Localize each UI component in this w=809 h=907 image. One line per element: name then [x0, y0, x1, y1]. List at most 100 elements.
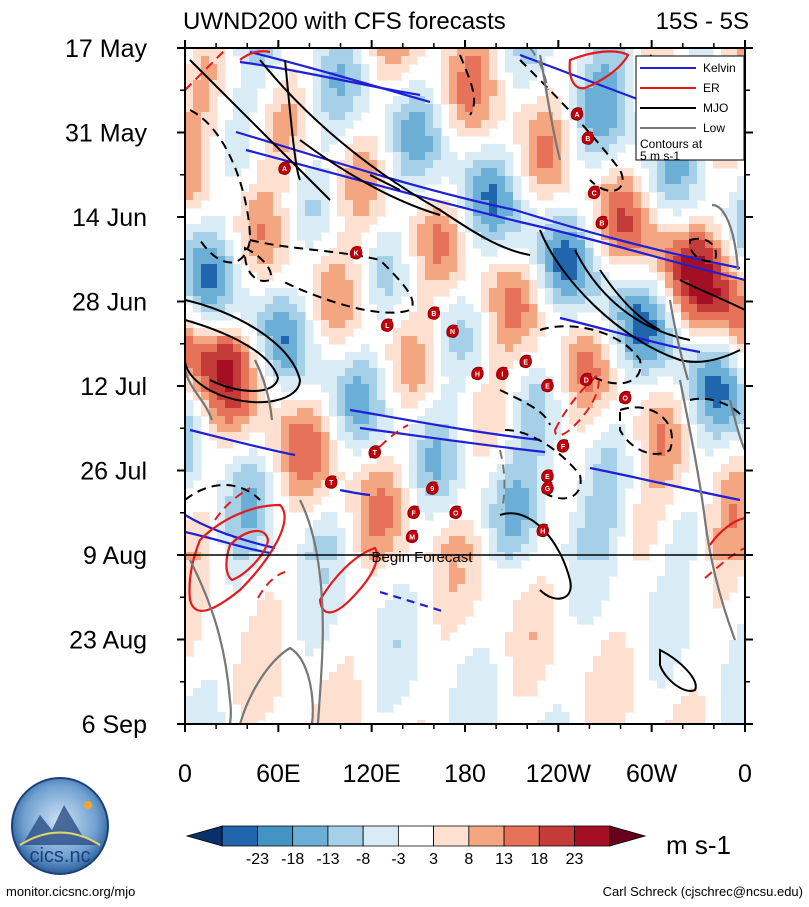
heatmap-cell — [449, 408, 458, 417]
heatmap-cell — [665, 616, 674, 625]
heatmap-cell — [441, 464, 450, 473]
heatmap-cell — [225, 488, 234, 497]
heatmap-cell — [617, 496, 626, 505]
heatmap-cell — [465, 320, 474, 329]
heatmap-cell — [441, 496, 450, 505]
heatmap-cell — [441, 360, 450, 369]
heatmap-cell — [681, 248, 690, 257]
heatmap-cell — [201, 272, 210, 281]
heatmap-cell — [449, 608, 458, 617]
heatmap-cell — [529, 104, 538, 113]
storm-label: T — [373, 450, 378, 457]
x-tick-label: 0 — [738, 760, 752, 788]
heatmap-cell — [425, 408, 434, 417]
heatmap-cell — [193, 224, 202, 233]
heatmap-cell — [513, 528, 522, 537]
heatmap-cell — [737, 536, 745, 545]
heatmap-cell — [225, 400, 234, 409]
heatmap-cell — [529, 664, 538, 673]
heatmap-cell — [217, 368, 226, 377]
heatmap-cell — [489, 72, 498, 81]
heatmap-cell — [313, 712, 322, 721]
heatmap-cell — [217, 496, 226, 505]
heatmap-cell — [321, 136, 330, 145]
heatmap-cell — [729, 352, 738, 361]
heatmap-cell — [417, 376, 426, 385]
heatmap-cell — [249, 712, 258, 721]
heatmap-cell — [489, 352, 498, 361]
heatmap-cell — [513, 520, 522, 529]
heatmap-cell — [737, 528, 745, 537]
colorbar-tick-label: -8 — [356, 851, 370, 868]
heatmap-cell — [345, 96, 354, 105]
heatmap-cell — [545, 88, 554, 97]
heatmap-cell — [729, 568, 738, 577]
heatmap-cell — [577, 136, 586, 145]
heatmap-cell — [529, 512, 538, 521]
heatmap-cell — [225, 128, 234, 137]
heatmap-cell — [465, 48, 474, 57]
heatmap-cell — [217, 480, 226, 489]
heatmap-cell — [393, 296, 402, 305]
heatmap-cell — [353, 56, 362, 65]
heatmap-cell — [393, 624, 402, 633]
heatmap-cell — [497, 376, 506, 385]
heatmap-cell — [473, 400, 482, 409]
heatmap-cell — [257, 488, 266, 497]
heatmap-cell — [665, 344, 674, 353]
heatmap-cell — [689, 688, 698, 697]
heatmap-cell — [505, 456, 514, 465]
heatmap-cell — [561, 144, 570, 153]
heatmap-cell — [561, 128, 570, 137]
heatmap-cell — [361, 472, 370, 481]
heatmap-cell — [393, 136, 402, 145]
heatmap-cell — [425, 272, 434, 281]
heatmap-cell — [297, 424, 306, 433]
heatmap-cell — [193, 232, 202, 241]
heatmap-cell — [313, 112, 322, 121]
heatmap-cell — [273, 464, 282, 473]
heatmap-cell — [681, 560, 690, 569]
heatmap-cell — [289, 344, 298, 353]
heatmap-cell — [449, 480, 458, 489]
heatmap-cell — [513, 408, 522, 417]
heatmap-cell — [649, 48, 658, 57]
heatmap-cell — [657, 176, 666, 185]
heatmap-cell — [561, 272, 570, 281]
heatmap-cell — [569, 584, 578, 593]
heatmap-cell — [593, 456, 602, 465]
storm-label: F — [412, 510, 417, 517]
storm-icon-core — [542, 472, 552, 482]
heatmap-cell — [441, 240, 450, 249]
heatmap-cell — [185, 648, 194, 657]
heatmap-cell — [729, 328, 738, 337]
heatmap-cell — [329, 552, 338, 561]
heatmap-cell — [241, 88, 250, 97]
heatmap-cell — [401, 104, 410, 113]
heatmap-cell — [265, 592, 274, 601]
heatmap-cell — [569, 88, 578, 97]
heatmap-cell — [289, 376, 298, 385]
heatmap-cell — [393, 480, 402, 489]
heatmap-cell — [273, 456, 282, 465]
heatmap-cell — [625, 312, 634, 321]
heatmap-cell — [273, 360, 282, 369]
axis-ticks — [177, 40, 753, 732]
heatmap-cell — [417, 176, 426, 185]
heatmap-cell — [473, 112, 482, 121]
heatmap-cell — [201, 688, 210, 697]
heatmap-cell — [641, 304, 650, 313]
heatmap-cell — [713, 288, 722, 297]
heatmap-cell — [225, 120, 234, 129]
heatmap-cell — [729, 48, 738, 57]
heatmap-cell — [377, 664, 386, 673]
er-contour — [185, 49, 226, 91]
heatmap-cell — [593, 256, 602, 265]
heatmap-cell — [265, 104, 274, 113]
heatmap-cell — [513, 624, 522, 633]
heatmap-cell — [417, 288, 426, 297]
heatmap-cell — [393, 584, 402, 593]
heatmap-cell — [609, 712, 618, 721]
heatmap-cell — [657, 200, 666, 209]
